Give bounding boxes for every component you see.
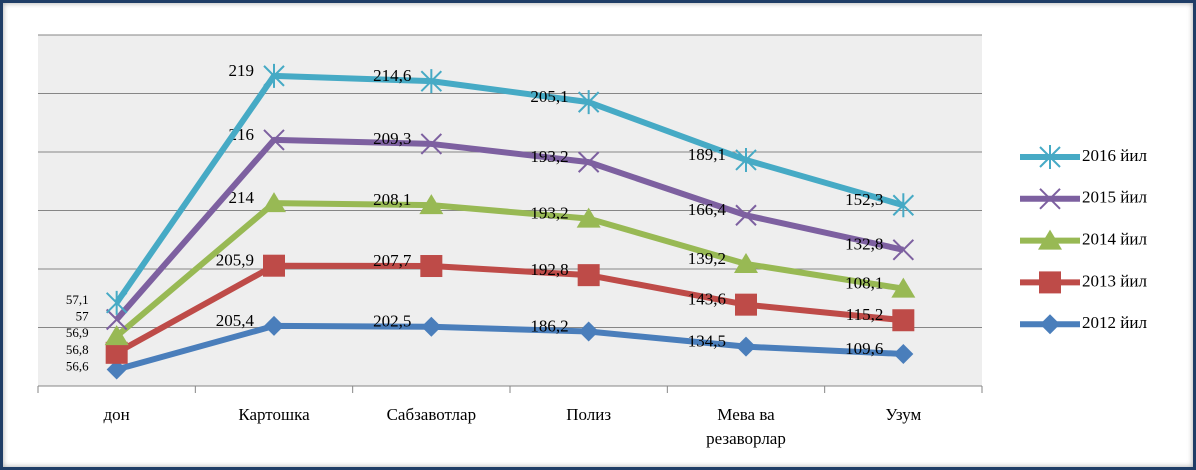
data-label: 56,6: [66, 358, 89, 373]
series: [105, 129, 915, 331]
marker: [892, 239, 915, 261]
x-tick-label: Мева ва резаворлар: [706, 405, 786, 448]
data-label: 56,9: [66, 325, 89, 340]
marker: [419, 194, 444, 215]
legend-marker: [1039, 145, 1061, 169]
marker: [891, 277, 916, 298]
marker: [106, 359, 127, 380]
data-label: 109,6: [845, 339, 883, 358]
marker: [105, 308, 128, 331]
data-label: 57: [76, 308, 90, 323]
marker: [105, 290, 128, 315]
data-label: 193,2: [530, 147, 568, 166]
legend-marker: [1038, 229, 1062, 250]
data-label: 189,1: [688, 145, 726, 164]
marker: [577, 264, 600, 287]
marker: [576, 207, 601, 228]
x-tick-label: Сабзавотлар: [387, 405, 477, 424]
marker: [577, 90, 600, 115]
data-label: 57,1: [66, 292, 89, 307]
data-label: 205,4: [216, 311, 255, 330]
series: [105, 63, 915, 315]
legend-label: 2015 йил: [1082, 188, 1147, 207]
data-label: 192,8: [530, 260, 568, 279]
data-label: 186,2: [530, 316, 568, 335]
marker: [264, 315, 284, 336]
data-label: 152,3: [845, 190, 883, 209]
data-label: 134,5: [688, 332, 726, 351]
legend-marker: [1039, 271, 1061, 294]
series: [104, 192, 916, 346]
series-line: [115, 322, 904, 373]
marker: [577, 151, 600, 173]
data-label: 202,5: [373, 312, 411, 331]
data-label: 132,8: [845, 235, 883, 254]
series-line: [114, 136, 904, 322]
marker: [735, 293, 757, 316]
legend-label: 2016 йил: [1082, 146, 1147, 165]
data-label: 205,9: [216, 251, 254, 270]
legend-marker: [1040, 314, 1060, 335]
marker: [735, 147, 757, 172]
x-tick-label: Полиз: [566, 405, 611, 424]
marker: [420, 255, 443, 278]
series-line: [115, 262, 904, 356]
data-label: 209,3: [373, 129, 411, 148]
data-label: 214: [229, 188, 255, 207]
x-tick-label: Картошка: [238, 405, 310, 424]
marker: [420, 69, 443, 94]
data-label: 108,1: [845, 274, 883, 293]
marker: [893, 343, 914, 364]
series-line: [114, 200, 904, 339]
marker: [892, 193, 915, 218]
legend-label: 2012 йил: [1082, 313, 1147, 332]
data-label: 56,8: [66, 342, 89, 357]
marker: [263, 63, 285, 88]
marker: [263, 254, 285, 277]
legend-label: 2014 йил: [1082, 230, 1147, 249]
marker: [421, 316, 442, 337]
data-label: 193,2: [530, 204, 568, 223]
data-label: 205,1: [530, 87, 568, 106]
series: [106, 315, 914, 380]
data-label: 139,2: [688, 249, 726, 268]
series-line: [114, 72, 905, 305]
data-label: 166,4: [688, 200, 727, 219]
marker: [735, 204, 757, 226]
x-tick-label: Узум: [885, 405, 921, 424]
x-tick-label: дон: [104, 405, 130, 424]
marker: [105, 341, 128, 364]
legend-marker: [1039, 188, 1061, 210]
data-label: 207,7: [373, 251, 412, 270]
series: [105, 254, 915, 364]
data-label: 115,2: [846, 305, 884, 324]
data-label: 208,1: [373, 190, 411, 209]
legend-label: 2013 йил: [1082, 271, 1147, 290]
data-label: 214,6: [373, 66, 411, 85]
marker: [734, 252, 758, 273]
data-label: 143,6: [688, 290, 726, 309]
marker: [578, 321, 599, 342]
marker: [263, 129, 285, 151]
marker: [420, 133, 443, 155]
marker: [104, 325, 129, 346]
marker: [736, 336, 756, 357]
marker: [262, 192, 286, 213]
marker: [892, 309, 915, 332]
data-label: 219: [229, 61, 255, 80]
